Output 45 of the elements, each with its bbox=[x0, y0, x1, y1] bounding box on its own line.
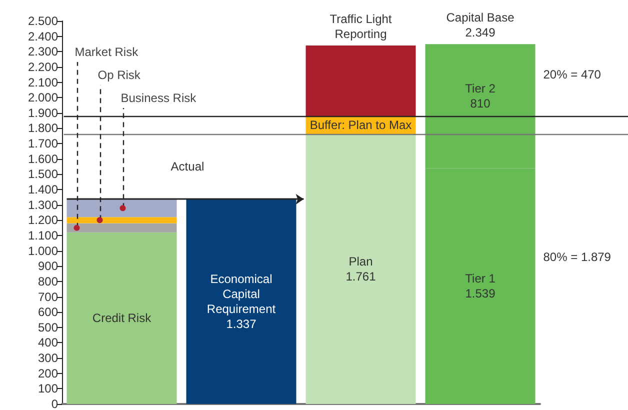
y-tick-label: 700 bbox=[38, 290, 58, 304]
y-tick-label: 2.300 bbox=[28, 44, 58, 59]
y-tick-label: 400 bbox=[38, 336, 58, 350]
data-label: 1.539 bbox=[465, 286, 496, 301]
y-tick-label: 1.500 bbox=[28, 167, 58, 182]
y-tick-label: 1.400 bbox=[28, 182, 58, 197]
y-tick-label: 1.600 bbox=[28, 152, 58, 166]
total-label: 2.349 bbox=[465, 26, 496, 40]
y-tick-label: 100 bbox=[38, 382, 58, 396]
text: Business Risk bbox=[120, 91, 198, 105]
data-label: 810 bbox=[470, 96, 491, 111]
y-tick-label: 600 bbox=[38, 305, 58, 320]
annotation: Actual bbox=[170, 160, 204, 174]
y-tick-label: 300 bbox=[38, 351, 58, 366]
series-label: Tier 1 bbox=[465, 272, 496, 286]
y-tick-label: 2.200 bbox=[28, 60, 58, 74]
y-tick-label: 1.000 bbox=[28, 244, 58, 258]
series-label: Credit Risk bbox=[92, 311, 152, 326]
y-tick-label: 2.500 bbox=[28, 14, 58, 28]
series-label: Plan bbox=[348, 254, 373, 269]
y-tick-label: 500 bbox=[38, 320, 58, 334]
y-tick-label: 200 bbox=[38, 366, 58, 380]
y-tick-label: 1.200 bbox=[28, 213, 58, 228]
series-label: Buffer: Plan to Max bbox=[310, 118, 412, 132]
annotation: 20% = 470 bbox=[543, 68, 602, 82]
x-tick-label: Traffic Light Reporting bbox=[330, 12, 392, 42]
text: Market Risk bbox=[74, 45, 140, 59]
y-tick-label: 900 bbox=[38, 259, 58, 274]
series-label: Economical Capital Requirement bbox=[206, 272, 276, 316]
y-tick-label: 1.800 bbox=[28, 121, 58, 136]
y-tick-label: 800 bbox=[38, 274, 58, 288]
y-tick-label: 1.300 bbox=[28, 198, 58, 212]
annotation: 80% = 1.879 bbox=[543, 250, 612, 264]
y-tick-label: 2.400 bbox=[28, 29, 58, 44]
y-tick-label: 0 bbox=[51, 397, 58, 410]
y-tick-label: 2.000 bbox=[28, 90, 58, 105]
x-tick-label: Capital Base bbox=[446, 10, 515, 25]
y-tick-label: 1.700 bbox=[28, 136, 58, 151]
data-label: 1.337 bbox=[226, 317, 257, 332]
y-tick-label: 2.100 bbox=[28, 75, 58, 90]
data-label: 1.761 bbox=[346, 270, 376, 284]
text: Op Risk bbox=[98, 68, 142, 82]
series-label: Tier 2 bbox=[465, 82, 496, 96]
y-tick-label: 1.100 bbox=[28, 228, 58, 242]
y-tick-label: 1.900 bbox=[28, 106, 58, 120]
